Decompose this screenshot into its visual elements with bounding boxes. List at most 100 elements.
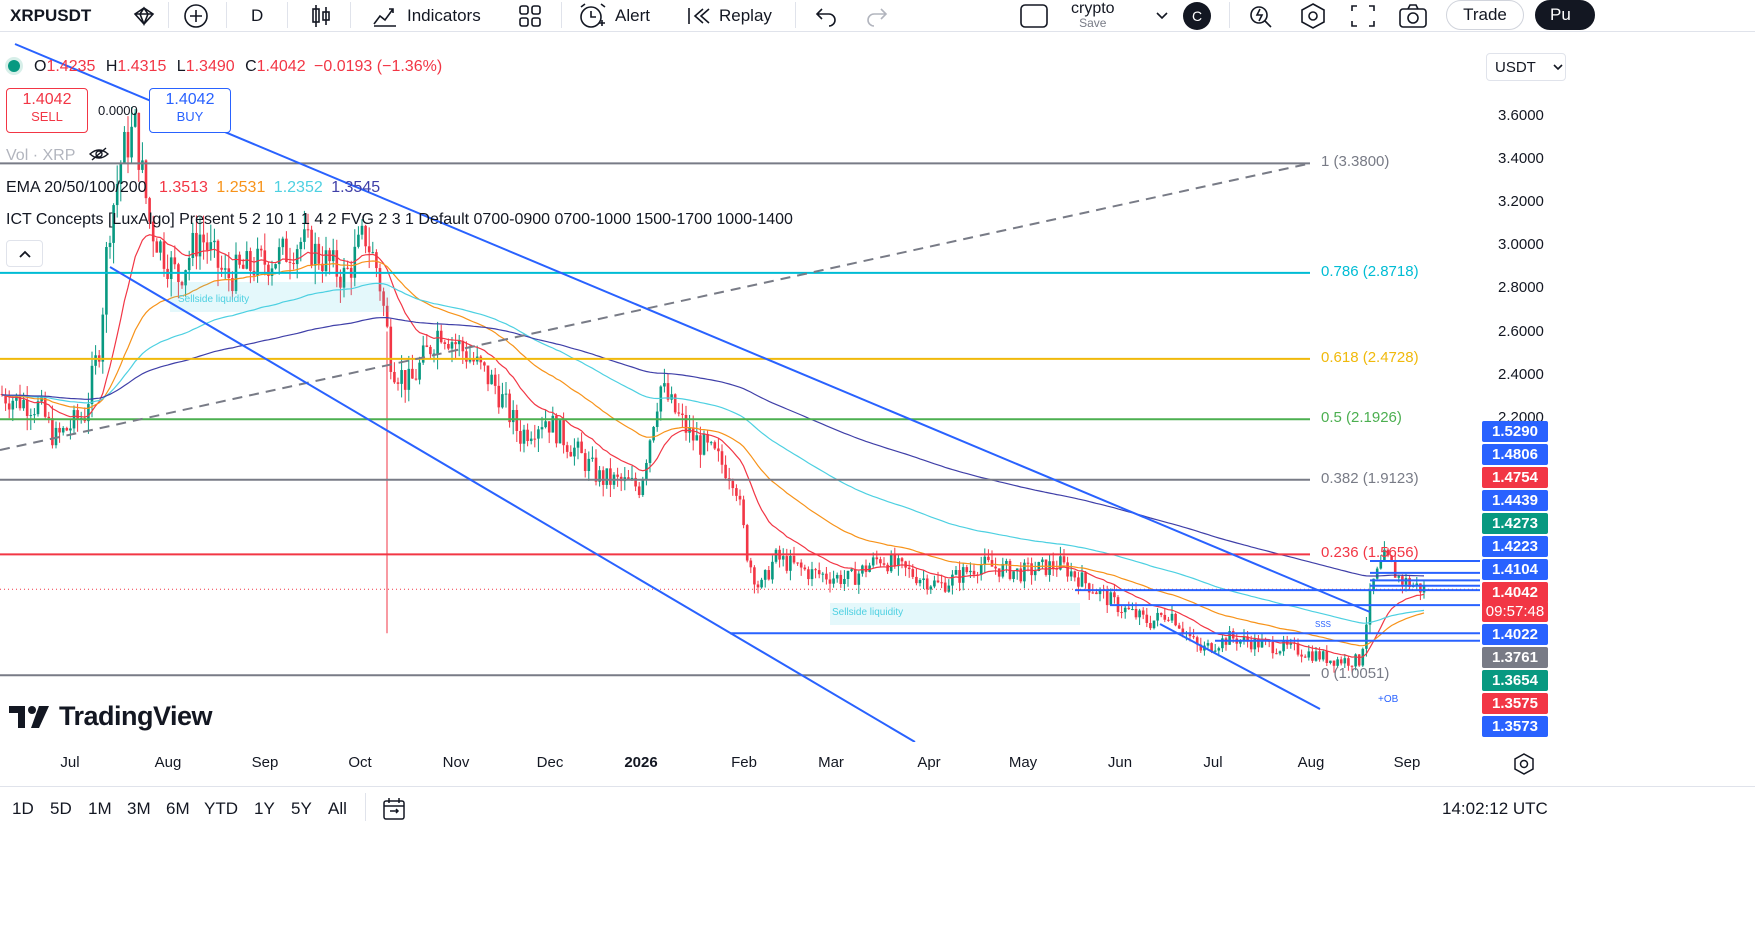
redo-icon[interactable] [865,0,889,31]
candle-body [371,252,375,254]
candle-body [1249,641,1253,650]
range-button-5d[interactable]: 5D [50,799,72,818]
sell-button[interactable]: 1.4042 SELL [6,88,88,133]
candle-body [295,249,299,265]
buy-button[interactable]: 1.4042 BUY [149,88,231,133]
candle-body [1332,660,1336,666]
candle-body [501,394,504,408]
utc-clock[interactable]: 14:02:12 UTC [1442,799,1548,818]
templates-icon[interactable] [517,0,543,31]
candle-body [313,243,317,266]
candle-body [18,394,22,409]
candle-body [1390,555,1393,562]
candle-body [987,556,990,561]
goto-date-calendar-icon[interactable] [381,796,409,827]
replay-button[interactable]: Replay [685,0,772,31]
range-button-3m[interactable]: 3M [127,799,151,818]
range-button-1d[interactable]: 1D [12,799,34,818]
chevron-down-icon[interactable] [1154,0,1170,31]
candle-body [396,382,400,384]
candle-body [760,579,763,588]
publish-button[interactable]: Pu [1535,0,1595,30]
ema-name: EMA 20/50/100/200 [6,179,147,196]
low-label: L [176,58,186,75]
quick-search-icon[interactable] [1247,0,1275,31]
price-axis[interactable]: USDT 3.6000 3.4000 3.2000 3.0000 2.8000 2.600… [1480,42,1575,742]
candle-body [540,427,544,430]
undo-icon[interactable] [814,0,838,31]
interval-button[interactable]: D [251,0,263,31]
candle-body [807,569,810,580]
candle-body [353,246,357,278]
trade-button[interactable]: Trade [1446,0,1524,30]
range-button-6m[interactable]: 6M [166,799,190,818]
range-button-1y[interactable]: 1Y [254,799,275,818]
candle-body [1041,559,1044,563]
price-chart-canvas[interactable] [0,42,1480,742]
price-label: 1.4439 [1482,490,1548,511]
candle-body [1383,549,1386,562]
time-tick: Mar [818,754,844,771]
candle-body [720,451,724,465]
candle-body [1026,562,1030,564]
candle-body [882,563,886,565]
candle-body [691,427,695,441]
currency-selector[interactable]: USDT [1486,53,1566,81]
price-tick: 3.0000 [1498,236,1544,254]
candle-body [576,441,580,448]
hidden-eye-icon[interactable] [88,146,110,162]
camera-icon[interactable] [1398,0,1428,31]
candle-body [1329,660,1332,664]
candles-icon[interactable] [309,0,333,31]
sss-label: SSS [1315,620,1332,629]
candle-body [871,557,875,566]
candle-body [994,566,997,569]
market-status-dot [8,60,20,72]
candle-body [936,580,940,583]
add-symbol-icon[interactable] [182,0,210,31]
collapse-legend-button[interactable] [6,240,43,267]
settings-gear-icon[interactable] [1298,0,1328,31]
candle-body [893,554,897,567]
fullscreen-icon[interactable] [1349,0,1377,31]
symbol-search[interactable]: XRPUSDT [10,0,91,31]
range-button-all[interactable]: All [328,799,347,818]
channel-lower-line [109,266,916,742]
candle-body [1336,659,1339,666]
range-button-ytd[interactable]: YTD [204,799,238,818]
range-button-5y[interactable]: 5Y [291,799,312,818]
candle-body [702,434,706,455]
alert-label: Alert [615,5,650,25]
candle-body [1080,572,1084,587]
avatar[interactable]: C [1183,0,1211,31]
time-axis[interactable]: Jul Aug Sep Oct Nov Dec 2026 Feb Mar Apr May Jun Jul… [0,750,1480,776]
candle-body [951,574,954,586]
layout-menu[interactable]: crypto Save [1071,0,1115,31]
candle-body [25,399,29,416]
range-button-1m[interactable]: 1M [88,799,112,818]
candle-body [1188,632,1192,637]
layout-square-icon[interactable] [1019,0,1049,31]
candle-body [1206,643,1210,646]
chart-settings-gear-icon[interactable] [1512,752,1536,781]
candle-body [1242,636,1246,640]
candle-body [735,488,738,496]
compare-diamond-icon[interactable] [131,0,157,31]
price-label: 1.3761 [1482,647,1548,668]
price-label: 1.4806 [1482,444,1548,465]
tradingview-watermark[interactable]: TradingView [9,701,213,732]
volume-legend[interactable]: Vol · XRP [6,146,110,165]
candle-body [745,525,749,561]
ema-legend[interactable]: EMA 20/50/100/200 1.3513 1.2531 1.2352 1… [6,179,380,197]
ema200-value: 1.3545 [331,179,381,196]
indicators-button[interactable]: Indicators [371,0,481,31]
candle-body [216,240,220,268]
chart-pane[interactable]: 1 (3.3800) 0.786 (2.8718) 0.618 (2.4728) 0.… [0,42,1480,742]
alert-button[interactable]: Alert [577,0,650,31]
candle-body [681,413,684,415]
close-value: 1.4042 [256,58,306,75]
ema100-value: 1.2352 [273,179,323,196]
price-label: 1.4273 [1482,513,1548,534]
candle-body [33,414,36,416]
ict-legend[interactable]: ICT Concepts [LuxAlgo] Present 5 2 10 1 … [6,211,793,229]
